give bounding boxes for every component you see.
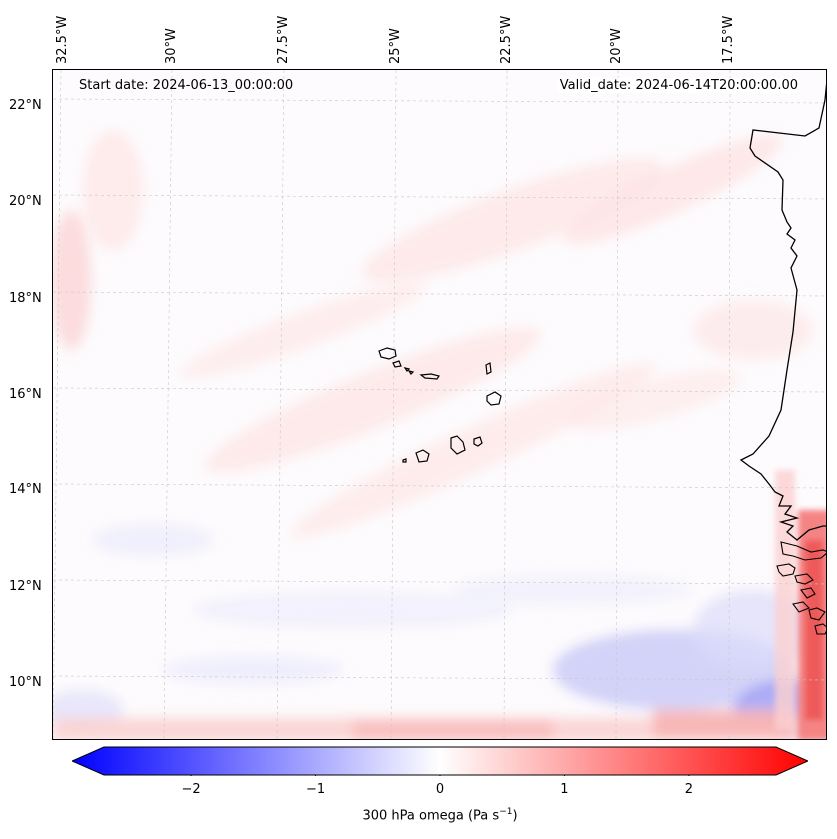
- colorbar-tick-label: 0: [435, 782, 445, 797]
- colorbar-units: Pa s: [473, 808, 500, 824]
- lat-label: 20°N: [9, 194, 42, 209]
- lon-label: 17.5°W: [721, 15, 736, 64]
- african-coastline: [739, 83, 826, 541]
- graticule: [53, 70, 826, 739]
- colorbar-tick-label: −2: [181, 782, 201, 797]
- lat-label: 18°N: [9, 291, 42, 306]
- lon-label: 30°W: [164, 28, 179, 64]
- colorbar-body: [72, 746, 808, 776]
- colorbar-ticks: [190, 775, 690, 776]
- omega-map[interactable]: Start date: 2024-06-13_00:00:00 Valid_da…: [52, 69, 827, 740]
- map-canvas: [53, 70, 826, 739]
- lon-label: 22.5°W: [499, 15, 514, 64]
- lon-label: 25°W: [388, 28, 403, 64]
- longitude-labels: 32.5°W 30°W 27.5°W 25°W 22.5°W 20°W 17.5…: [0, 0, 837, 68]
- colorbar-label: 300 hPa omega (Pa s−1): [362, 807, 518, 824]
- lat-label: 12°N: [9, 579, 42, 594]
- coastal-islands: [776, 541, 826, 635]
- colorbar-units-exponent: −1: [499, 807, 513, 817]
- colorbar-variable: 300 hPa omega: [362, 808, 464, 824]
- island-outlines: [378, 347, 502, 463]
- valid-date: Valid_date: 2024-06-14T20:00:00.00: [557, 78, 800, 93]
- start-date: Start date: 2024-06-13_00:00:00: [79, 78, 294, 93]
- lon-label: 32.5°W: [55, 15, 70, 64]
- lat-label: 14°N: [9, 482, 42, 497]
- colorbar-tick-label: −1: [305, 782, 326, 797]
- lon-label: 27.5°W: [276, 15, 291, 64]
- colorbar-tick-label: 2: [684, 782, 694, 797]
- coastal-omega-band: [775, 470, 826, 739]
- lon-label: 20°W: [609, 28, 624, 64]
- colorbar-tick-label: 1: [560, 782, 569, 797]
- colorbar: [72, 746, 808, 776]
- lat-label: 16°N: [9, 387, 42, 402]
- omega-field: [53, 130, 826, 739]
- lat-label: 22°N: [9, 98, 42, 113]
- lat-label: 10°N: [9, 675, 42, 690]
